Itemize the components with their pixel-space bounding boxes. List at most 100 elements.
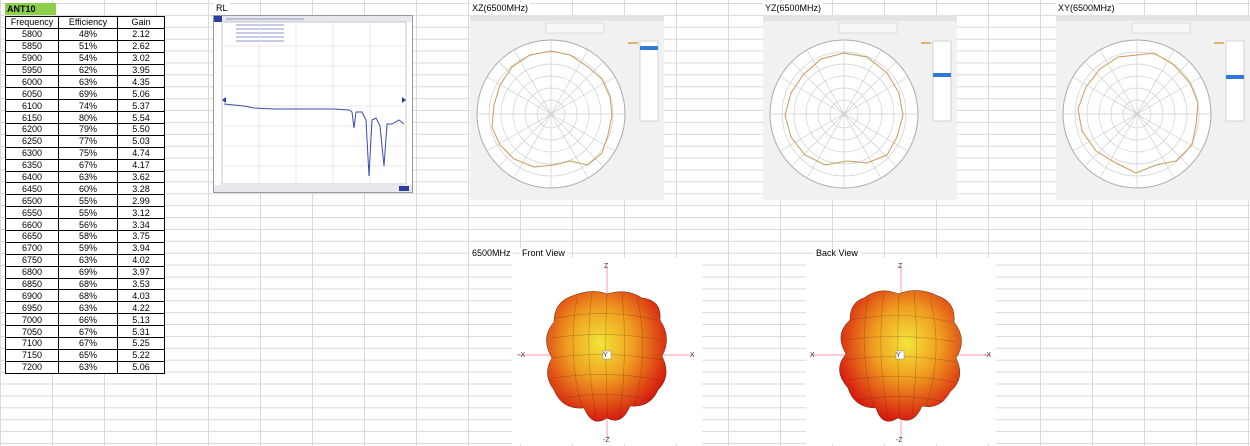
cell-efficiency[interactable]: 67% — [58, 337, 118, 350]
yz-polar-plot[interactable] — [763, 15, 957, 200]
cell-efficiency[interactable]: 54% — [58, 51, 118, 65]
cell-frequency[interactable]: 7100 — [5, 337, 59, 350]
cell-gain[interactable]: 5.50 — [117, 123, 165, 136]
cell-efficiency[interactable]: 65% — [58, 348, 118, 362]
header-gain[interactable]: Gain — [117, 16, 165, 29]
cell-frequency[interactable]: 5850 — [5, 39, 59, 53]
xz-polar-plot[interactable] — [470, 15, 664, 200]
cell-gain[interactable]: 4.22 — [117, 301, 165, 315]
header-efficiency[interactable]: Efficiency — [58, 16, 118, 29]
cell-efficiency[interactable]: 51% — [58, 39, 118, 53]
cell-gain[interactable]: 3.75 — [117, 230, 165, 243]
cell-frequency[interactable]: 6200 — [5, 123, 59, 136]
cell-gain[interactable]: 4.35 — [117, 75, 165, 89]
cell-gain[interactable]: 5.37 — [117, 99, 165, 113]
cell-gain[interactable]: 3.02 — [117, 51, 165, 65]
cell-gain[interactable]: 3.53 — [117, 277, 165, 291]
cell-efficiency[interactable]: 69% — [58, 265, 118, 279]
cell-frequency[interactable]: 7150 — [5, 348, 59, 362]
cell-gain[interactable]: 2.62 — [117, 39, 165, 53]
back-view-3d-pattern[interactable]: Z -Z X -X Y — [806, 258, 996, 444]
table-row: 6650 58% 3.75 — [5, 230, 165, 243]
cell-frequency[interactable]: 6700 — [5, 241, 59, 255]
cell-efficiency[interactable]: 74% — [58, 99, 118, 113]
cell-frequency[interactable]: 6750 — [5, 253, 59, 267]
cell-gain[interactable]: 5.03 — [117, 134, 165, 148]
front-view-3d-pattern[interactable]: Z -Z -X X Y — [512, 258, 702, 444]
cell-frequency[interactable]: 6650 — [5, 230, 59, 243]
cell-frequency[interactable]: 5800 — [5, 27, 59, 41]
cell-efficiency[interactable]: 63% — [58, 301, 118, 315]
cell-efficiency[interactable]: 63% — [58, 360, 118, 374]
cell-frequency[interactable]: 6350 — [5, 158, 59, 172]
cell-frequency[interactable]: 6250 — [5, 134, 59, 148]
cell-gain[interactable]: 2.99 — [117, 194, 165, 208]
cell-gain[interactable]: 4.74 — [117, 146, 165, 160]
cell-efficiency[interactable]: 77% — [58, 134, 118, 148]
cell-frequency[interactable]: 5900 — [5, 51, 59, 65]
cell-frequency[interactable]: 6800 — [5, 265, 59, 279]
cell-frequency[interactable]: 7200 — [5, 360, 59, 374]
cell-efficiency[interactable]: 60% — [58, 182, 118, 196]
cell-efficiency[interactable]: 68% — [58, 277, 118, 291]
cell-gain[interactable]: 5.31 — [117, 325, 165, 339]
cell-gain[interactable]: 4.02 — [117, 253, 165, 267]
cell-frequency[interactable]: 6850 — [5, 277, 59, 291]
cell-gain[interactable]: 5.06 — [117, 87, 165, 101]
cell-efficiency[interactable]: 59% — [58, 241, 118, 255]
cell-efficiency[interactable]: 67% — [58, 158, 118, 172]
cell-gain[interactable]: 3.34 — [117, 218, 165, 232]
cell-gain[interactable]: 3.28 — [117, 182, 165, 196]
cell-efficiency[interactable]: 63% — [58, 170, 118, 184]
cell-efficiency[interactable]: 62% — [58, 63, 118, 77]
cell-frequency[interactable]: 6900 — [5, 289, 59, 303]
cell-efficiency[interactable]: 48% — [58, 27, 118, 41]
cell-frequency[interactable]: 5950 — [5, 63, 59, 77]
cell-frequency[interactable]: 7050 — [5, 325, 59, 339]
cell-frequency[interactable]: 6550 — [5, 206, 59, 220]
cell-efficiency[interactable]: 79% — [58, 123, 118, 136]
cell-frequency[interactable]: 6300 — [5, 146, 59, 160]
table-row: 6100 74% 5.37 — [5, 99, 165, 113]
cell-frequency[interactable]: 7000 — [5, 313, 59, 327]
cell-efficiency[interactable]: 67% — [58, 325, 118, 339]
table-label[interactable]: ANT10 — [5, 3, 56, 15]
cell-efficiency[interactable]: 55% — [58, 206, 118, 220]
cell-gain[interactable]: 4.03 — [117, 289, 165, 303]
cell-gain[interactable]: 4.17 — [117, 158, 165, 172]
cell-frequency[interactable]: 6000 — [5, 75, 59, 89]
cell-gain[interactable]: 5.22 — [117, 348, 165, 362]
cell-efficiency[interactable]: 75% — [58, 146, 118, 160]
cell-gain[interactable]: 3.12 — [117, 206, 165, 220]
cell-frequency[interactable]: 6950 — [5, 301, 59, 315]
cell-frequency[interactable]: 6600 — [5, 218, 59, 232]
cell-efficiency[interactable]: 55% — [58, 194, 118, 208]
cell-frequency[interactable]: 6500 — [5, 194, 59, 208]
cell-efficiency[interactable]: 58% — [58, 230, 118, 243]
cell-frequency[interactable]: 6050 — [5, 87, 59, 101]
cell-gain[interactable]: 3.62 — [117, 170, 165, 184]
cell-gain[interactable]: 5.25 — [117, 337, 165, 350]
table-row: 6400 63% 3.62 — [5, 170, 165, 184]
cell-gain[interactable]: 5.54 — [117, 111, 165, 125]
cell-efficiency[interactable]: 68% — [58, 289, 118, 303]
cell-gain[interactable]: 2.12 — [117, 27, 165, 41]
cell-efficiency[interactable]: 56% — [58, 218, 118, 232]
cell-efficiency[interactable]: 80% — [58, 111, 118, 125]
cell-efficiency[interactable]: 63% — [58, 75, 118, 89]
cell-frequency[interactable]: 6400 — [5, 170, 59, 184]
cell-frequency[interactable]: 6100 — [5, 99, 59, 113]
cell-efficiency[interactable]: 63% — [58, 253, 118, 267]
cell-gain[interactable]: 3.95 — [117, 63, 165, 77]
cell-gain[interactable]: 5.06 — [117, 360, 165, 374]
cell-efficiency[interactable]: 66% — [58, 313, 118, 327]
cell-frequency[interactable]: 6150 — [5, 111, 59, 125]
cell-efficiency[interactable]: 69% — [58, 87, 118, 101]
cell-gain[interactable]: 3.94 — [117, 241, 165, 255]
cell-frequency[interactable]: 6450 — [5, 182, 59, 196]
rl-plot[interactable] — [213, 15, 413, 193]
cell-gain[interactable]: 3.97 — [117, 265, 165, 279]
header-frequency[interactable]: Frequency — [5, 16, 59, 29]
xy-polar-plot[interactable] — [1056, 15, 1250, 200]
cell-gain[interactable]: 5.13 — [117, 313, 165, 327]
